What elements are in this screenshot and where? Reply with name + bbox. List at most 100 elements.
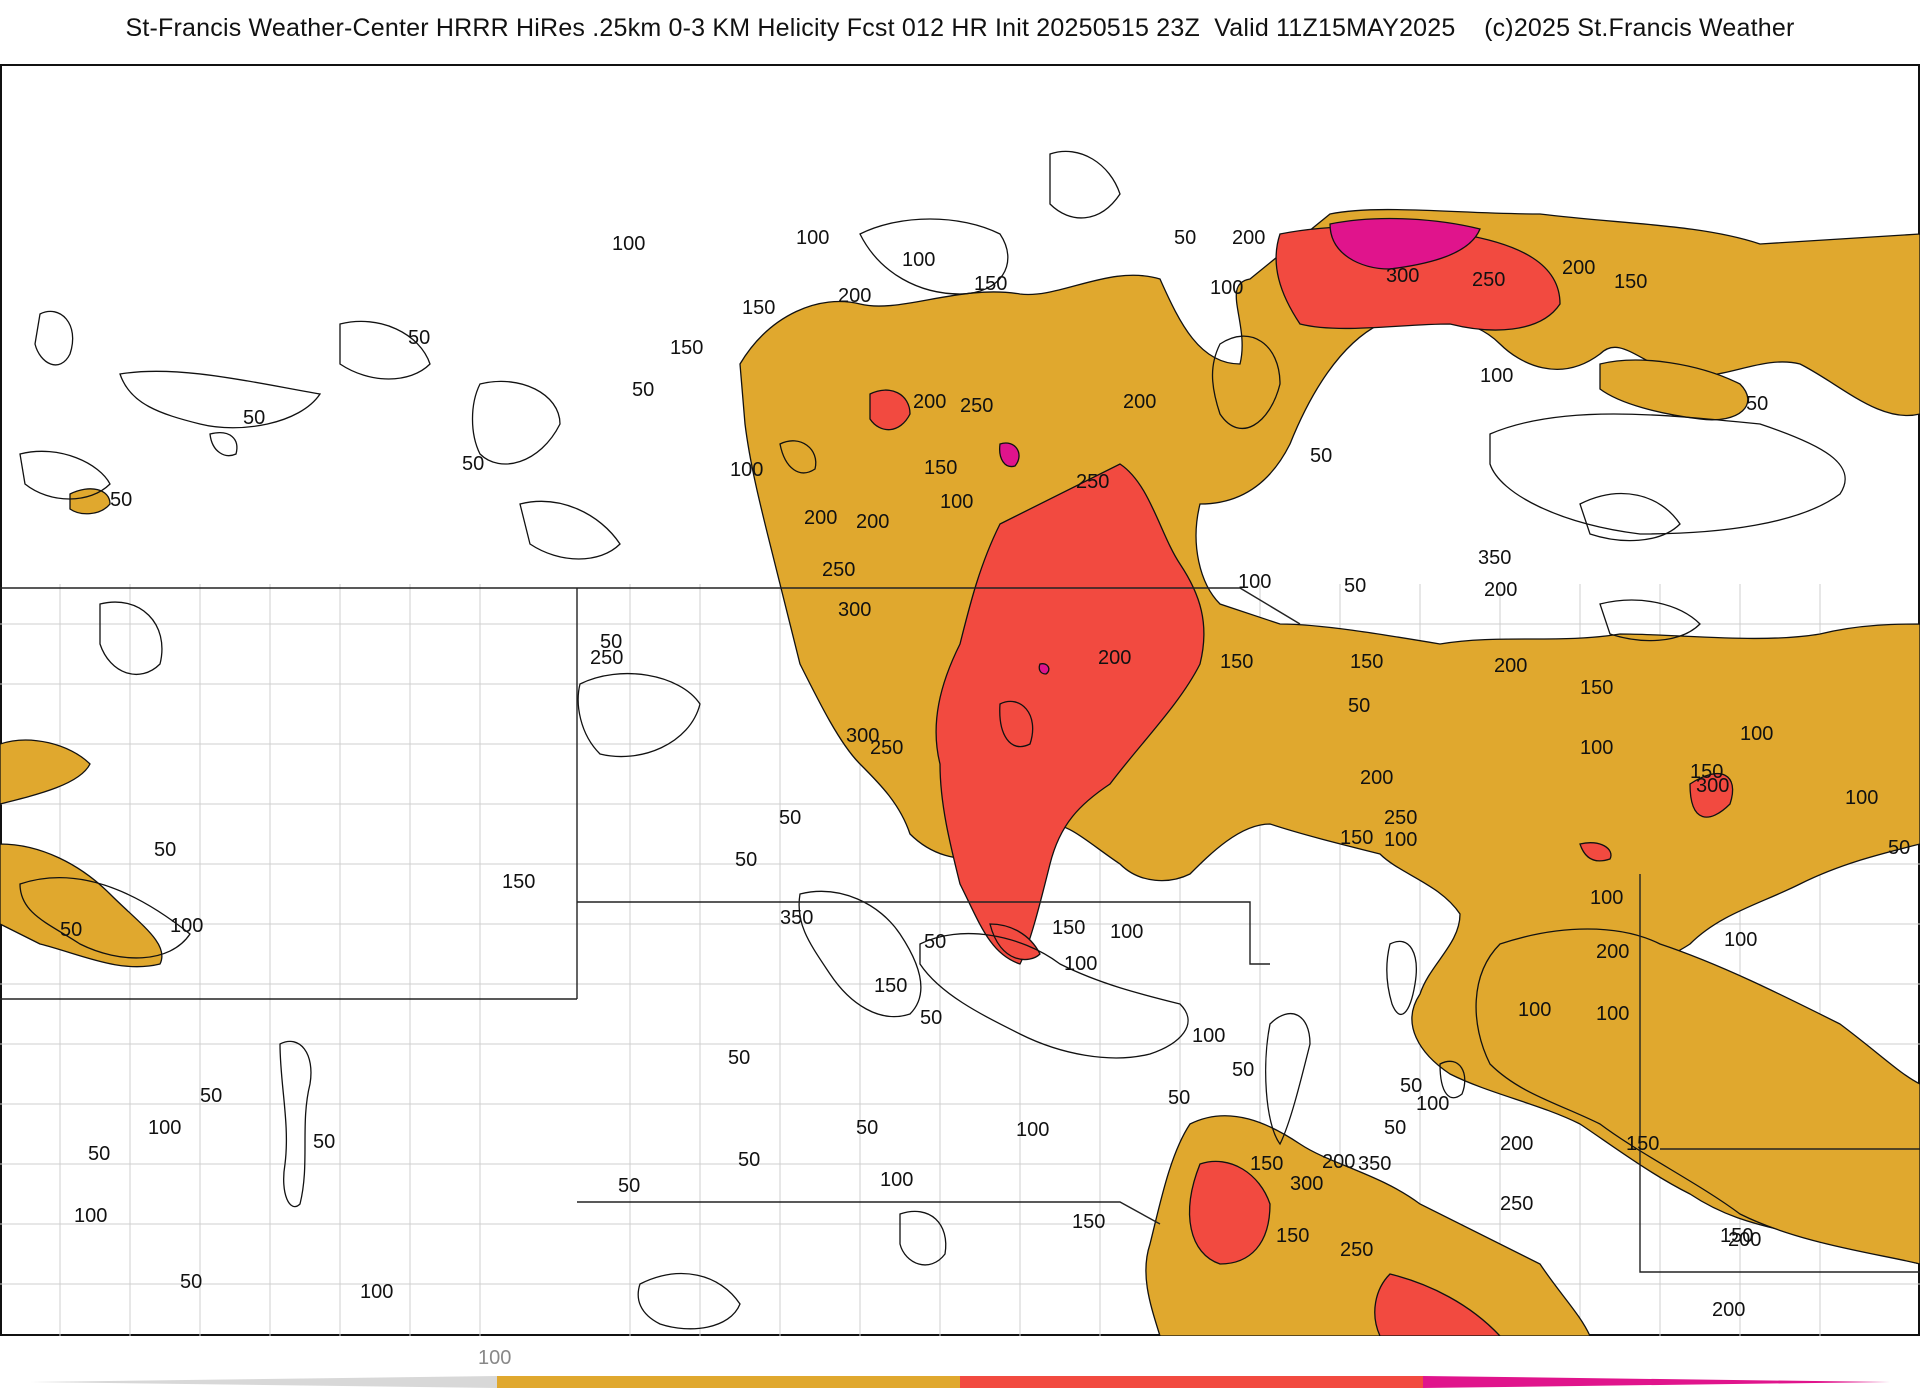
contour-label: 150 [670, 337, 703, 359]
state-borders [0, 587, 1920, 1273]
contour-label: 200 [1728, 1229, 1761, 1251]
contour-label: 100 [1590, 887, 1623, 909]
contour-label: 100 [730, 459, 763, 481]
contour-label: 50 [1174, 227, 1196, 249]
contour-label: 100 [1064, 953, 1097, 975]
colorbar-label: 100 [478, 1347, 511, 1369]
contour-label: 150 [742, 297, 775, 319]
contour-label: 50 [110, 489, 132, 511]
contour-label: 150 [1580, 677, 1613, 699]
contour-label: 250 [870, 737, 903, 759]
contour-label: 50 [313, 1131, 335, 1153]
colorbar-segment-red [960, 1376, 1423, 1388]
contour-label: 300 [1696, 775, 1729, 797]
contour-label: 50 [243, 407, 265, 429]
contour-label: 250 [822, 559, 855, 581]
contour-label: 150 [874, 975, 907, 997]
contour-labels: 100 100 100 150 200 50 200 150 300 250 2… [60, 227, 1910, 1321]
contour-label: 150 [1626, 1133, 1659, 1155]
contour-label: 50 [1310, 445, 1332, 467]
contour-label: 200 [1360, 767, 1393, 789]
contour-label: 50 [738, 1149, 760, 1171]
contour-label: 50 [920, 1007, 942, 1029]
contour-label: 200 [913, 391, 946, 413]
contour-label: 150 [502, 871, 535, 893]
contour-label: 150 [1720, 1225, 1753, 1247]
contour-label: 50 [1746, 393, 1768, 415]
contour-label: 200 [1562, 257, 1595, 279]
contour-label: 50 [856, 1117, 878, 1139]
contour-label: 250 [1076, 471, 1109, 493]
contour-label: 100 [612, 233, 645, 255]
contour-label: 100 [1416, 1093, 1449, 1115]
contour-label: 100 [1384, 829, 1417, 851]
contour-label: 100 [1238, 571, 1271, 593]
contour-label: 250 [590, 647, 623, 669]
contour-label: 350 [1358, 1153, 1391, 1175]
contour-label: 100 [1724, 929, 1757, 951]
contour-label: 100 [170, 915, 203, 937]
contour-label: 150 [1350, 651, 1383, 673]
contour-label: 100 [1596, 1003, 1629, 1025]
contour-label: 100 [880, 1169, 913, 1191]
helicity-map: 100 100 100 150 200 50 200 150 300 250 2… [0, 64, 1920, 1336]
contour-label: 200 [804, 507, 837, 529]
contour-label: 350 [1478, 547, 1511, 569]
contour-label: 200 [1232, 227, 1265, 249]
contour-label: 100 [1480, 365, 1513, 387]
contour-label: 50 [154, 839, 176, 861]
contour-label: 200 [838, 285, 871, 307]
contour-label: 300 [846, 725, 879, 747]
contour-label: 200 [1484, 579, 1517, 601]
contour-label: 100 [1110, 921, 1143, 943]
contour-label: 100 [1210, 277, 1243, 299]
contour-label: 200 [856, 511, 889, 533]
contour-label: 100 [902, 249, 935, 271]
contour-label: 50 [1348, 695, 1370, 717]
contour-label: 100 [74, 1205, 107, 1227]
contour-label: 150 [1220, 651, 1253, 673]
contour-label: 150 [1052, 917, 1085, 939]
contour-label: 150 [1614, 271, 1647, 293]
colorbar-segment-magenta [1423, 1376, 1890, 1388]
colorbar: 100 [30, 1347, 1890, 1388]
contour-label: 150 [1250, 1153, 1283, 1175]
contour-label: 200 [1322, 1151, 1355, 1173]
contour-label: 50 [728, 1047, 750, 1069]
contour-label: 250 [960, 395, 993, 417]
contour-label: 50 [618, 1175, 640, 1197]
colorbar-segment-orange [497, 1376, 960, 1388]
helicity-contours [19, 150, 1846, 1330]
contour-label: 50 [1400, 1075, 1422, 1097]
contour-label: 50 [180, 1271, 202, 1293]
contour-label: 50 [632, 379, 654, 401]
contour-label: 200 [1494, 655, 1527, 677]
contour-label: 50 [88, 1143, 110, 1165]
contour-label: 150 [1072, 1211, 1105, 1233]
contour-label: 300 [1386, 265, 1419, 287]
contour-label: 50 [600, 631, 622, 653]
contour-label: 200 [1596, 941, 1629, 963]
contour-label: 50 [60, 919, 82, 941]
contour-label: 100 [1740, 723, 1773, 745]
contour-label: 250 [1472, 269, 1505, 291]
contour-label: 100 [1016, 1119, 1049, 1141]
contour-label: 100 [1845, 787, 1878, 809]
contour-label: 150 [974, 273, 1007, 295]
contour-label: 50 [924, 931, 946, 953]
contour-label: 350 [780, 907, 813, 929]
contour-label: 150 [1690, 761, 1723, 783]
colorbar-segment-gray [30, 1376, 497, 1388]
contour-label: 100 [1580, 737, 1613, 759]
contour-label: 100 [940, 491, 973, 513]
contour-label: 50 [462, 453, 484, 475]
contour-label: 300 [838, 599, 871, 621]
chart-title: St-Francis Weather-Center HRRR HiRes .25… [125, 14, 1795, 42]
contour-label: 150 [924, 457, 957, 479]
contour-label: 100 [360, 1281, 393, 1303]
contour-label: 250 [1340, 1239, 1373, 1261]
contour-label: 300 [1290, 1173, 1323, 1195]
contour-label: 150 [1340, 827, 1373, 849]
contour-label: 200 [1500, 1133, 1533, 1155]
contour-label: 150 [1276, 1225, 1309, 1247]
